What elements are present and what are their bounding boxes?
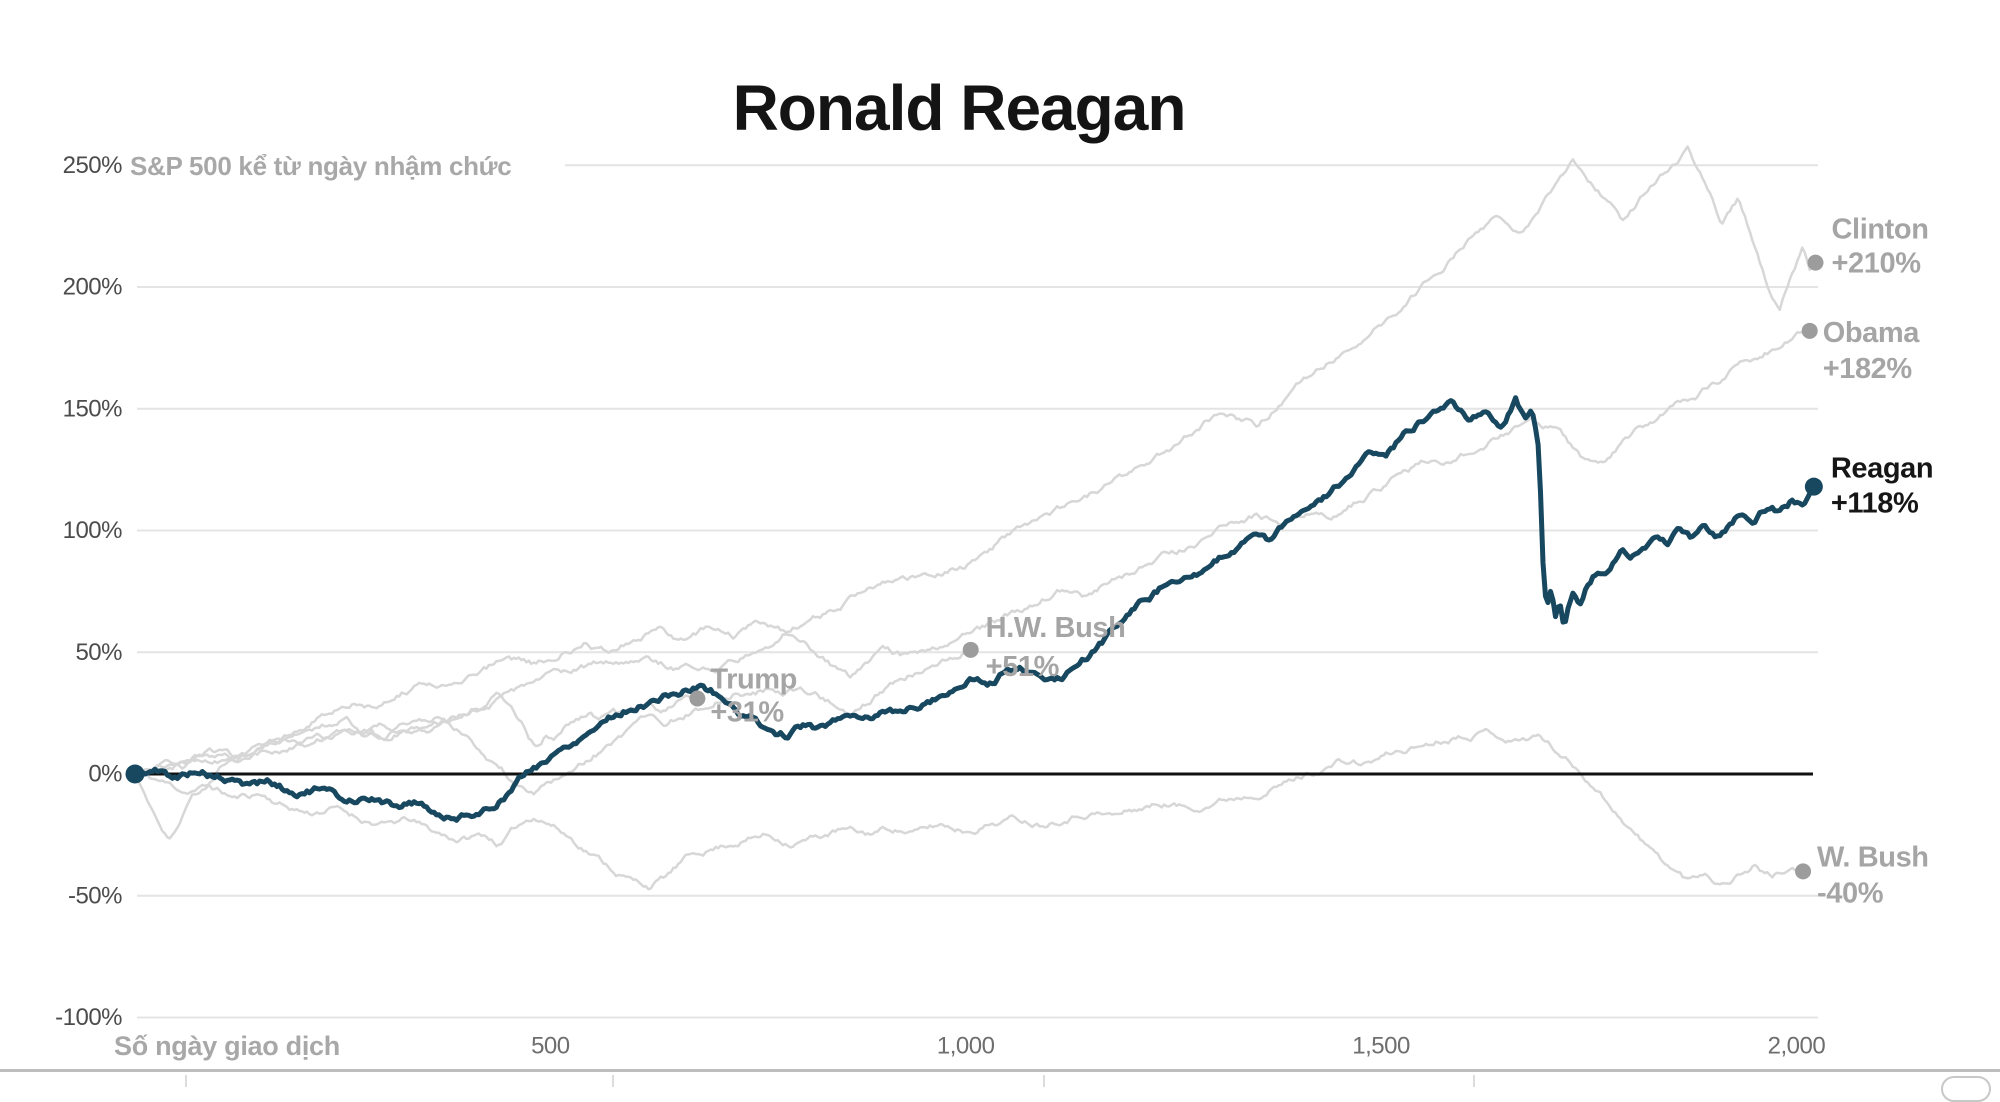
series-value-label-trump: +31%	[710, 697, 784, 729]
endpoint-dot-reagan	[1804, 477, 1823, 496]
endpoint-dot-h-w-bush	[962, 641, 979, 658]
footer-divider	[0, 1069, 2000, 1072]
y-tick-label: -50%	[68, 882, 122, 909]
series-name-label-trump: Trump	[710, 664, 797, 696]
series-value-label-w-bush: -40%	[1817, 877, 1884, 909]
chart-title: Ronald Reagan	[732, 71, 1187, 144]
footer-column-tick	[1043, 1075, 1045, 1087]
y-tick-label: 200%	[63, 274, 123, 301]
y-tick-label: 0%	[88, 761, 122, 788]
series-name-label-reagan: Reagan	[1831, 453, 1933, 485]
y-tick-label: 250%	[63, 152, 123, 179]
x-tick-label: 2,000	[1768, 1033, 1826, 1060]
endpoint-dot-trump	[689, 690, 706, 707]
series-value-label-h-w-bush: +51%	[986, 651, 1060, 683]
series-value-label-clinton: +210%	[1832, 248, 1922, 280]
footer-column-tick	[612, 1075, 614, 1087]
series-value-label-obama: +182%	[1823, 353, 1913, 385]
series-value-label-reagan: +118%	[1831, 488, 1919, 520]
x-tick-label: 1,500	[1352, 1033, 1410, 1060]
footer-column-tick	[1473, 1075, 1475, 1087]
x-tick-label: 500	[531, 1033, 570, 1060]
y-tick-label: 100%	[63, 517, 123, 544]
series-line-reagan	[132, 395, 1817, 823]
start-dot	[125, 764, 145, 784]
endpoint-dot-w-bush	[1795, 863, 1812, 880]
series-name-label-w-bush: W. Bush	[1817, 841, 1929, 873]
series-line-h-w-bush	[133, 648, 972, 796]
y-tick-label: 150%	[63, 395, 123, 422]
series-name-label-clinton: Clinton	[1832, 214, 1929, 246]
footer-pill-button[interactable]	[1941, 1076, 1991, 1102]
chart-subtitle: S&P 500 kể từ ngày nhậm chức	[130, 151, 512, 181]
series-line-clinton	[133, 145, 1817, 776]
endpoint-dot-obama	[1801, 322, 1818, 339]
x-axis-caption: Số ngày giao dịch	[114, 1031, 340, 1061]
x-tick-label: 1,000	[937, 1033, 995, 1060]
series-name-label-h-w-bush: H.W. Bush	[986, 612, 1126, 644]
y-tick-label: 50%	[75, 639, 122, 666]
series-name-label-obama: Obama	[1823, 317, 1921, 349]
endpoint-dot-clinton	[1807, 254, 1824, 271]
footer-column-tick	[185, 1075, 187, 1087]
series-line-w-bush	[133, 727, 1805, 891]
series-line-trump	[133, 691, 699, 776]
series-line-obama	[133, 329, 1811, 840]
y-tick-label: -100%	[55, 1004, 122, 1031]
